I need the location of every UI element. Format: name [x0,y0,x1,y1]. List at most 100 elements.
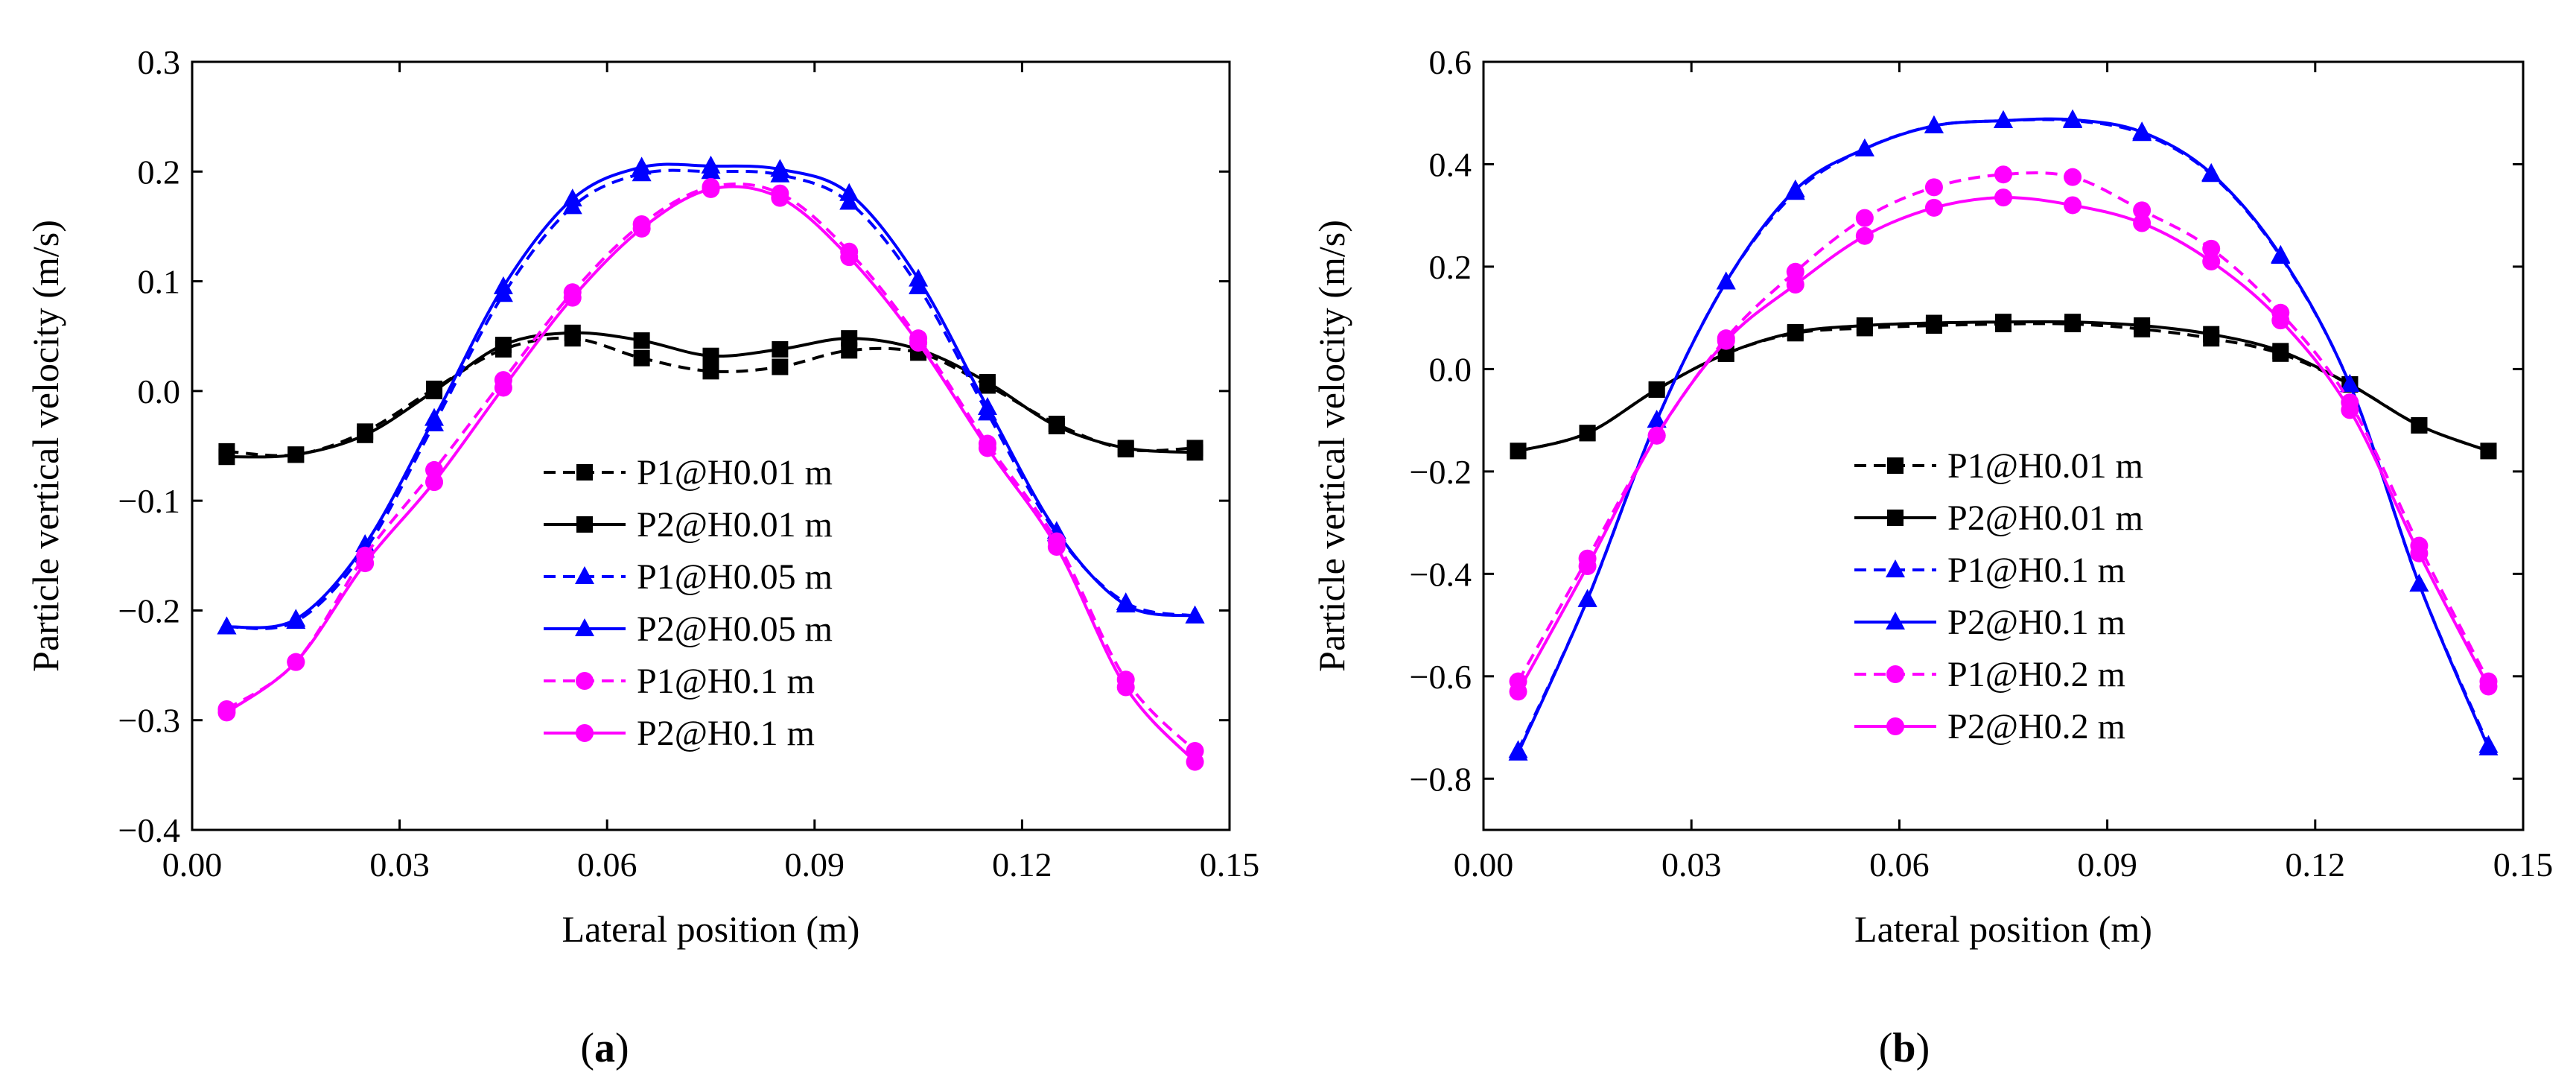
panel-a-data-point [839,183,859,201]
panel-b-data-point [2272,343,2289,360]
panel-b-data-point [1786,262,1804,281]
panel-a-data-point [356,554,375,573]
panel-b-data-point [1994,165,2012,184]
panel-b-legend-label-3: P1@H0.1 m [1947,551,2125,590]
panel-b-x-tick-label: 0.03 [1661,846,1722,884]
panel-b-data-point [2409,574,2429,592]
panel-b-legend-marker-2 [1887,510,1904,526]
panel-a-data-point [1116,594,1136,613]
panel-b-data-point [2271,311,2290,330]
panel-b-data-point [1577,589,1597,607]
panel-a-data-point [701,155,721,174]
panel-b-legend-marker-5 [1886,665,1904,683]
panel-b-x-tick-label: 0.00 [1454,846,1514,884]
chart-panel-a: 0.00 0.03 0.06 0.09 0.12 0.15 −0.4 −0.3 −0.2 −0.1… [25,43,1259,950]
panel-a-data-point [1048,417,1065,434]
panel-b-y-tick-label: 0.0 [1429,350,1472,388]
panel-a-legend-label-3: P1@H0.05 m [637,557,833,597]
panel-b-legend-marker-6 [1886,717,1904,735]
panel-b-y-tick-label: 0.2 [1429,248,1472,286]
panel-b-data-point [2202,239,2221,258]
panel-b-data-point [2271,244,2291,263]
panel-b-data-point [2201,162,2222,181]
panel-a-legend-label-4: P2@H0.05 m [637,609,833,649]
panel-a-data-point [841,330,858,347]
panel-b-data-point [1648,381,1665,398]
panel-a-data-point [633,332,650,349]
panel-a-y-tick-label: 0.1 [138,263,181,301]
panel-a-data-point [632,219,651,238]
panel-b-data-point [2133,201,2152,220]
panel-a-data-point [424,408,445,426]
panel-b-data-point [2064,168,2082,186]
panel-a-data-point [493,276,513,294]
panel-b-y-tick-label: −0.8 [1410,760,1472,798]
panel-b-data-point [2133,214,2152,232]
panel-a-legend-marker-6 [576,724,594,742]
panel-b-data-point [1787,323,1804,340]
panel-b-data-point [2132,121,2152,140]
panel-label-b: (b) [1879,1025,1930,1071]
panel-a-data-point [1116,678,1135,697]
panel-b-data-point [1924,198,1943,217]
panel-b-data-point [1856,317,1873,334]
panel-a-x-tick-label: 0.00 [162,846,223,884]
chart-panel-b: 0.00 0.03 0.06 0.09 0.12 0.15 −0.8 −0.6 −0.4 −0.2… [1311,43,2553,950]
panel-a-y-tick-label: −0.4 [118,811,180,849]
panel-a-data-point [840,248,859,267]
panel-a-data-point [770,159,790,177]
panel-a-legend-marker-1 [576,464,593,481]
panel-a-legend-marker-3 [575,566,594,584]
panel-a-data-point [702,363,719,380]
panel-a-data-point [909,268,929,287]
panel-a-data-point [286,609,306,627]
panel-b-data-point [1716,271,1736,290]
panel-a-data-point [632,156,652,175]
panel-b-y-tick-label: 0.4 [1429,145,1472,183]
panel-a-data-point [1047,538,1066,556]
panel-b-data-point [2480,443,2497,460]
panel-b-y-axis-title: Particle vertical velocity (m/s) [1311,220,1352,672]
panel-label-a: (a) [580,1025,629,1071]
panel-a-data-point [357,426,374,443]
panel-a-y-tick-label: −0.2 [118,592,180,630]
panel-a-data-point [426,382,443,399]
panel-a-data-point [772,340,789,358]
panel-b-data-point [1647,410,1667,428]
panel-b-data-point [1717,332,1735,350]
panel-b-data-point [2064,196,2082,215]
panel-a-y-tick-label: 0.2 [138,153,181,191]
panel-a-data-point [217,703,236,722]
panel-a-y-tick-label: −0.1 [118,482,180,520]
panel-a-data-point [1186,444,1203,461]
panel-b-legend-label-5: P1@H0.2 m [1947,655,2125,694]
panel-b-data-point [2203,326,2220,343]
panel-b-data-point [1785,179,1805,197]
panel-a-legend-label-1: P1@H0.01 m [637,453,833,492]
panel-b-data-point [1855,209,1874,227]
panel-a-y-tick-label: 0.0 [138,372,181,410]
panel-b-data-point [1994,110,2013,129]
panel-b-data-point [1786,275,1804,294]
panel-b-data-point [1994,188,2012,207]
panel-b-data-point [1578,557,1597,576]
panel-a-plot-frame [191,60,1231,831]
panel-b-data-point [1925,314,1942,332]
panel-a-data-point [562,188,582,207]
panel-a-data-point [425,473,444,492]
panel-a-legend-label-6: P2@H0.1 m [637,714,815,753]
panel-b-x-tick-label: 0.06 [1869,846,1930,884]
panel-a-x-tick-label: 0.03 [369,846,430,884]
panel-a-legend-label-2: P2@H0.01 m [637,505,833,545]
panel-b-data-point [1579,425,1596,442]
panel-a-data-point [633,349,650,367]
panel-b-x-axis-title: Lateral position (m) [1854,908,2152,950]
panel-b-x-tick-label: 0.09 [2077,846,2137,884]
panel-b-data-point [1854,138,1874,156]
panel-a-data-point [287,653,305,671]
panel-b-data-point [1510,443,1527,460]
panel-a-data-point [563,288,582,307]
panel-a-data-point [217,616,237,635]
panel-b-data-point [2411,417,2428,434]
panel-b-data-point [1508,742,1528,761]
